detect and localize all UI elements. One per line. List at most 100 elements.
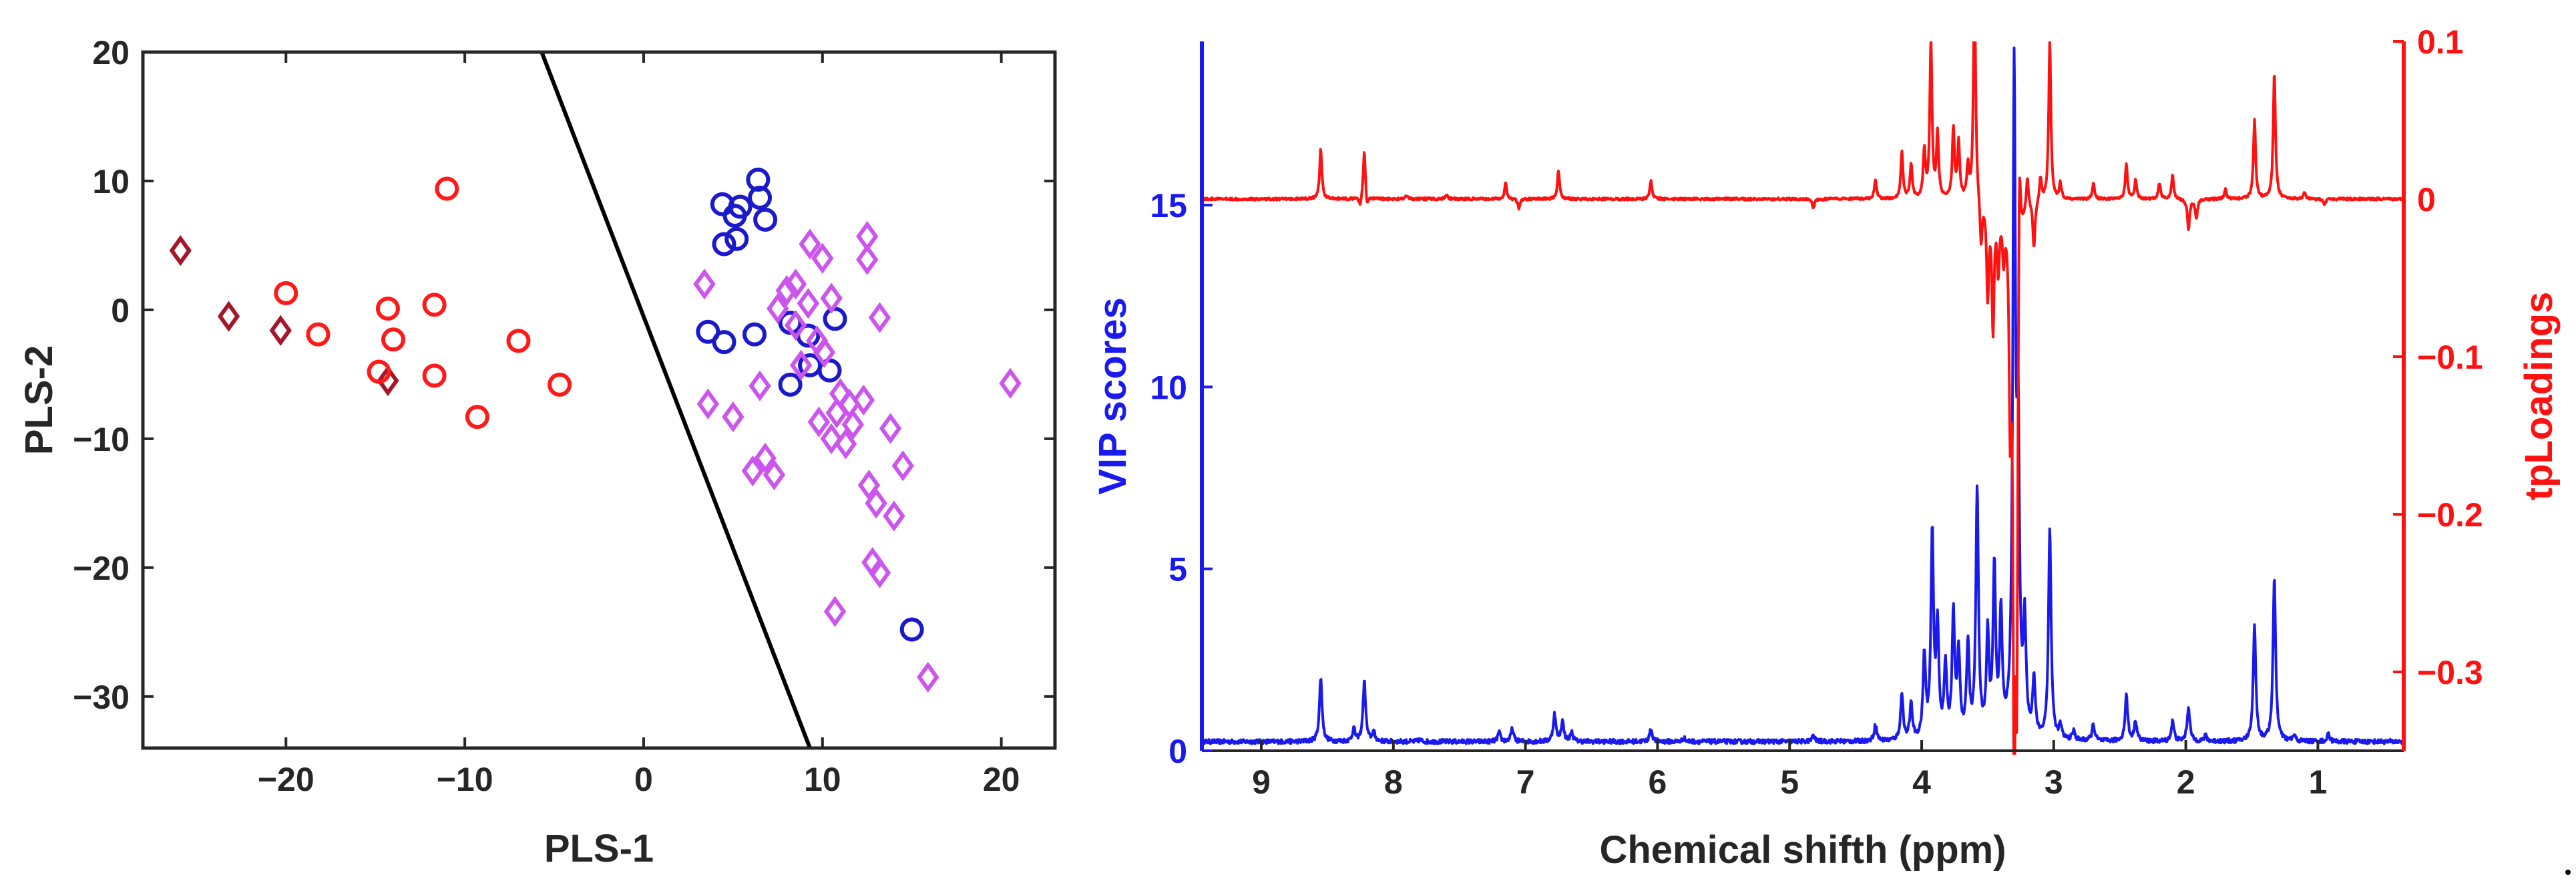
group-purple-diamond-point [865,488,887,519]
group-purple-diamond-point [856,244,879,275]
group-dark-red-diamond-point [377,365,399,397]
group-red-circle-point [375,296,400,321]
spectrum-right-y-axis-label: tpLoadings [2517,292,2561,501]
group-purple-diamond-point [879,413,902,444]
scatter-x-ticks: −20 −10 0 10 20 [258,52,1020,798]
spectrum-plot-panel: 9 8 7 6 5 4 3 2 1 0 5 10 15 0.1 0 −0.1 −0.2 −0.3 Chemic… [1091,23,2561,872]
scatter-y-tick-label: −10 [73,421,130,458]
group-purple-diamond-point [868,557,891,588]
scatter-x-tick-label: 0 [634,761,653,798]
group-blue-circle-point [748,186,773,210]
group-purple-diamond-point [696,388,720,419]
spectrum-left-y-ticks: 0 5 10 15 [1150,187,1213,770]
group-purple-diamond-point [820,423,843,455]
group-red-circle-point [506,329,531,353]
group-blue-circle-point [712,330,736,355]
spectrum-x-tick-label: 2 [2177,763,2195,801]
vip-scores-series-line [1202,46,2404,745]
spectrum-left-y-axis-label: VIP scores [1091,297,1134,495]
spectrum-x-tick-label: 4 [1912,763,1931,801]
group-blue-circle-point [712,232,736,256]
scatter-y-tick-label: −30 [73,679,130,716]
group-dark-red-diamond-point [169,235,192,266]
group-purple-diamond-point [741,456,765,487]
scatter-y-axis-label: PLS-2 [17,345,61,455]
spectrum-x-tick-label: 3 [2045,763,2063,801]
spectrum-left-y-tick-label: 10 [1150,369,1187,406]
group-purple-diamond-point [789,349,813,381]
scatter-plot-panel: −20 −10 0 10 20 20 10 0 −10 −20 −30 PLS-1 PLS-2 [17,34,1057,870]
spectrum-right-y-tick-label: 0.1 [2417,23,2464,61]
trailing-dot [2565,870,2571,875]
group-purple-diamond-point [797,288,820,319]
group-purple-diamond-point [883,500,905,532]
group-purple-diamond-point [852,384,875,416]
scatter-points [169,168,1022,693]
spectrum-x-tick-label: 5 [1780,763,1799,801]
group-red-circle-point [381,327,405,352]
group-red-circle-point [274,281,298,305]
spectrum-x-ticks: 9 8 7 6 5 4 3 2 1 [1252,740,2327,801]
group-purple-diamond-point [693,269,716,300]
decision-boundary-line [540,51,812,749]
scatter-x-tick-label: −10 [437,761,493,798]
scatter-y-ticks: 20 10 0 −10 −20 −30 [73,34,1055,716]
spectrum-x-tick-label: 9 [1252,763,1271,801]
spectrum-left-y-tick-label: 0 [1168,733,1187,770]
spectrum-right-y-tick-label: −0.2 [2417,496,2483,534]
spectrum-right-y-tick-label: 0 [2417,181,2436,218]
group-purple-diamond-point [999,367,1022,399]
group-purple-diamond-point [811,242,834,274]
group-red-circle-point [422,293,447,317]
group-purple-diamond-point [754,442,777,474]
scatter-plot-frame [141,50,1057,750]
scatter-y-tick-label: −20 [73,550,130,587]
spectrum-x-tick-label: 8 [1384,763,1403,801]
group-purple-diamond-point [834,428,857,460]
group-red-circle-point [367,359,391,384]
scatter-x-tick-label: −20 [258,761,314,798]
group-red-circle-point [465,405,489,429]
group-purple-diamond-point [820,283,843,314]
group-blue-circle-point [722,204,747,228]
group-red-circle-point [306,322,331,347]
tploadings-series-line [1202,41,2404,755]
group-purple-diamond-point [825,397,848,429]
spectrum-left-y-tick-label: 15 [1150,187,1187,224]
spectrum-right-y-ticks: 0.1 0 −0.1 −0.2 −0.3 [2393,23,2483,691]
group-purple-diamond-point [868,302,891,333]
scatter-x-tick-label: 10 [804,761,841,798]
group-purple-diamond-point [722,401,744,433]
group-blue-circle-point [823,307,847,331]
group-purple-diamond-point [799,228,821,260]
scatter-x-axis-label: PLS-1 [544,827,654,870]
group-purple-diamond-point [775,275,798,307]
spectrum-right-y-tick-label: −0.1 [2417,339,2483,376]
group-dark-red-diamond-point [217,301,240,332]
group-blue-circle-point [778,372,803,397]
spectrum-x-tick-label: 7 [1516,763,1535,801]
scatter-y-tick-label: 20 [92,34,130,71]
group-purple-diamond-point [891,450,915,482]
group-dark-red-diamond-point [269,315,292,346]
group-blue-circle-point [742,322,767,347]
group-red-circle-point [548,372,572,397]
scatter-y-tick-label: 0 [111,292,130,329]
group-blue-circle-point [899,617,924,642]
scatter-x-tick-label: 20 [983,761,1020,798]
group-blue-circle-point [753,207,778,232]
spectrum-x-tick-label: 6 [1649,763,1667,801]
scatter-plot-area [143,52,1055,748]
group-purple-diamond-point [917,661,939,693]
group-purple-diamond-point [857,470,881,501]
spectrum-x-axis-label: Chemical shifth (ppm) [1599,828,2006,872]
group-purple-diamond-point [841,409,865,440]
spectrum-left-y-tick-label: 5 [1168,551,1187,588]
group-red-circle-point [422,363,447,388]
group-blue-circle-point [817,358,842,383]
group-purple-diamond-point [763,459,786,491]
group-purple-diamond-point [767,293,789,325]
spectrum-x-tick-label: 1 [2309,763,2328,801]
group-purple-diamond-point [823,596,847,627]
